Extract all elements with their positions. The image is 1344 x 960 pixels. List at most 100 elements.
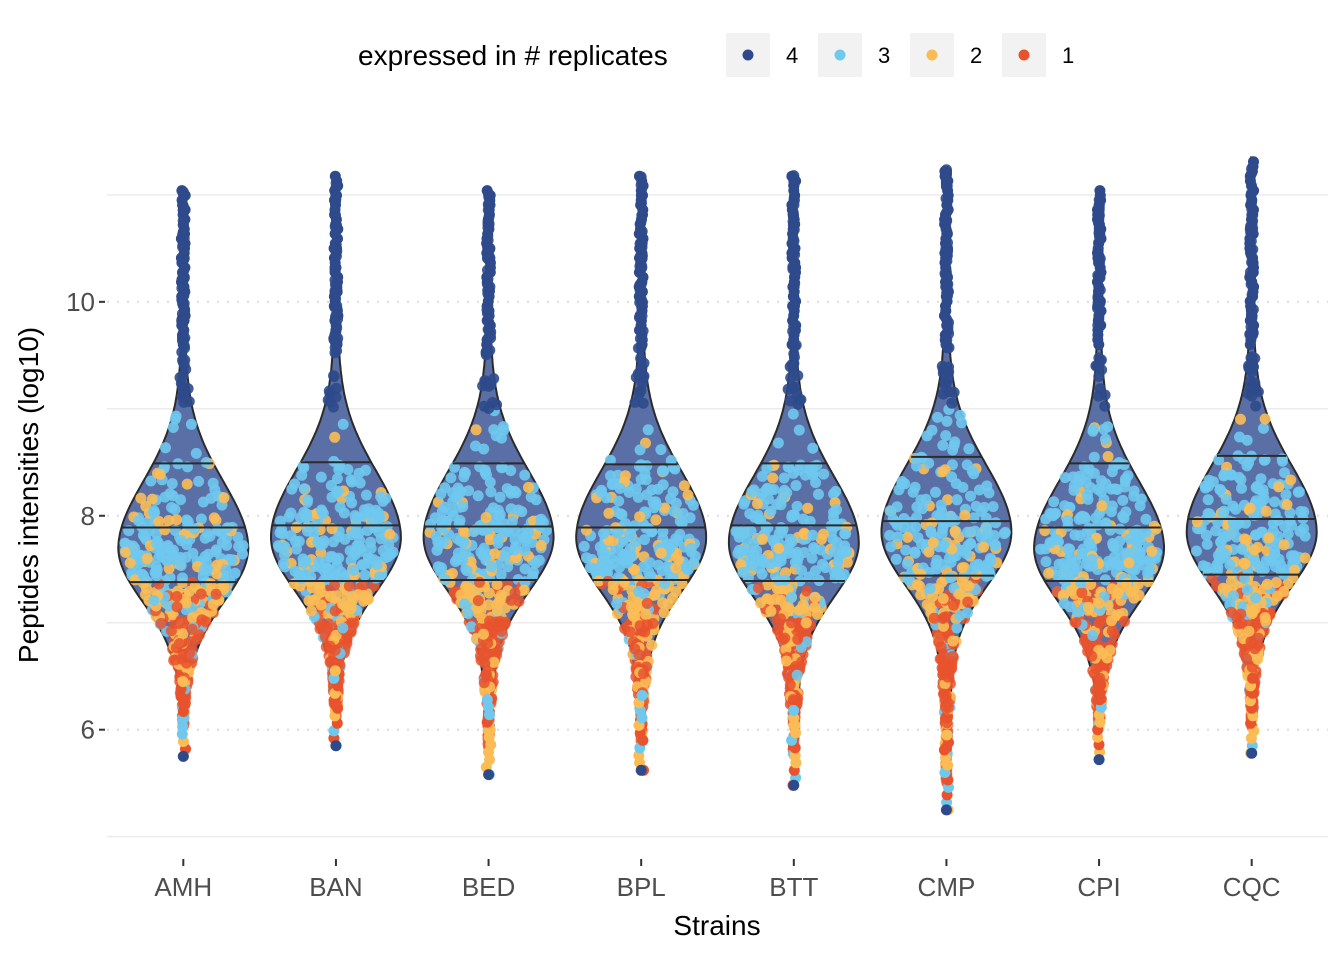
point-rep-3 [175, 535, 187, 546]
point-rep-4 [177, 750, 189, 762]
point-rep-1 [1086, 650, 1098, 662]
point-rep-3 [1293, 486, 1305, 498]
point-rep-4 [937, 363, 949, 375]
point-rep-3 [289, 565, 301, 577]
point-rep-3 [1114, 523, 1126, 535]
point-rep-3 [346, 497, 358, 509]
point-rep-2 [1128, 592, 1140, 604]
point-rep-3 [1269, 545, 1281, 557]
point-rep-3 [496, 432, 507, 444]
point-rep-3 [1257, 488, 1269, 499]
point-rep-2 [154, 468, 166, 480]
point-rep-3 [302, 494, 314, 506]
point-rep-3 [509, 544, 521, 556]
point-rep-3 [737, 566, 749, 578]
data-points [119, 156, 1311, 816]
point-rep-1 [1241, 653, 1252, 665]
point-rep-3 [945, 556, 957, 568]
point-rep-3 [990, 539, 1002, 551]
point-rep-1 [184, 647, 196, 659]
point-rep-3 [360, 464, 372, 476]
point-rep-4 [784, 395, 796, 407]
point-rep-3 [1142, 567, 1154, 579]
point-rep-3 [374, 571, 385, 583]
point-rep-3 [797, 513, 809, 525]
point-rep-3 [941, 415, 953, 427]
point-rep-3 [496, 462, 508, 474]
point-rep-1 [788, 695, 800, 707]
point-rep-3 [611, 527, 623, 539]
point-rep-2 [141, 553, 153, 565]
point-rep-3 [439, 501, 450, 513]
point-rep-2 [1121, 577, 1132, 589]
point-rep-3 [900, 544, 912, 556]
point-rep-3 [150, 561, 162, 573]
points-cpi [1035, 185, 1163, 766]
point-rep-3 [431, 544, 443, 556]
point-rep-2 [650, 514, 662, 526]
point-rep-1 [319, 631, 331, 643]
point-rep-3 [1241, 434, 1253, 446]
point-rep-3 [756, 568, 768, 580]
point-rep-2 [629, 564, 640, 576]
point-rep-3 [159, 491, 171, 503]
point-rep-3 [1117, 494, 1129, 506]
point-rep-3 [652, 483, 664, 495]
point-rep-2 [581, 524, 592, 536]
point-rep-3 [1251, 480, 1263, 492]
point-rep-3 [319, 565, 331, 577]
point-rep-2 [1082, 601, 1094, 613]
point-rep-1 [633, 649, 645, 660]
point-rep-3 [530, 494, 542, 506]
point-rep-3 [1069, 529, 1081, 541]
point-rep-2 [489, 548, 500, 560]
point-rep-2 [1096, 500, 1108, 512]
point-rep-3 [297, 460, 309, 472]
point-rep-3 [384, 549, 396, 561]
point-rep-2 [1285, 474, 1297, 486]
point-rep-2 [135, 492, 147, 504]
point-rep-1 [937, 613, 949, 624]
point-rep-2 [817, 528, 829, 540]
point-rep-3 [887, 513, 899, 525]
legend-item-1: 1 [1002, 33, 1074, 77]
point-rep-4 [943, 386, 955, 398]
point-rep-4 [942, 373, 954, 384]
point-rep-3 [1299, 530, 1311, 542]
point-rep-3 [365, 536, 376, 548]
point-rep-3 [337, 418, 349, 430]
point-rep-3 [613, 495, 625, 507]
point-rep-2 [1043, 567, 1055, 579]
point-rep-3 [810, 477, 822, 489]
point-rep-1 [1246, 661, 1258, 673]
point-rep-2 [523, 481, 534, 493]
point-rep-3 [614, 508, 626, 520]
point-rep-4 [637, 397, 649, 409]
point-rep-3 [665, 455, 677, 466]
point-rep-1 [321, 622, 333, 634]
point-rep-3 [162, 541, 174, 553]
point-rep-3 [1100, 433, 1111, 445]
point-rep-3 [523, 527, 534, 539]
point-rep-3 [1088, 451, 1100, 463]
point-rep-3 [598, 528, 609, 539]
point-rep-2 [1106, 615, 1117, 627]
point-rep-1 [779, 632, 791, 644]
point-rep-3 [1210, 525, 1222, 537]
point-rep-2 [607, 579, 619, 590]
point-rep-3 [1081, 489, 1093, 501]
point-rep-3 [982, 527, 994, 539]
point-rep-2 [1259, 612, 1271, 623]
point-rep-2 [480, 512, 492, 523]
point-rep-3 [785, 592, 797, 604]
point-rep-3 [516, 506, 528, 518]
point-rep-3 [682, 564, 694, 575]
point-rep-3 [948, 439, 960, 451]
point-rep-2 [798, 527, 810, 539]
point-rep-3 [300, 568, 312, 580]
point-rep-3 [921, 430, 933, 442]
point-rep-3 [655, 444, 667, 456]
point-rep-3 [1062, 543, 1074, 555]
point-rep-3 [346, 476, 358, 488]
point-rep-3 [371, 559, 383, 571]
